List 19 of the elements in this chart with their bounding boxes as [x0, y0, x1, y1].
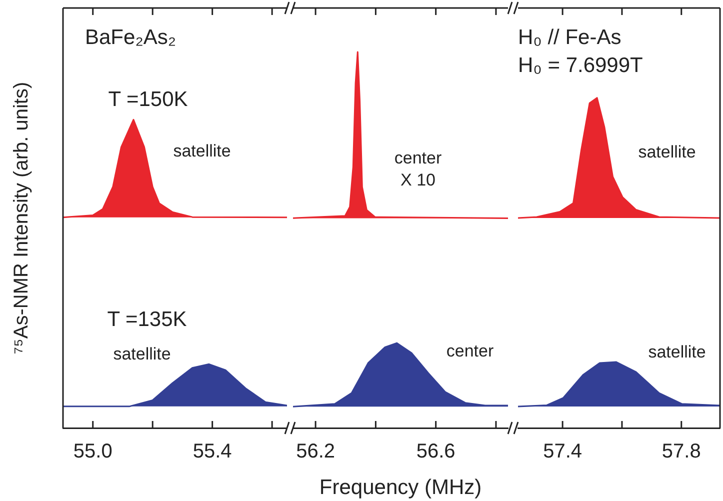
- x-tick-label: 55.4: [192, 440, 232, 463]
- text: H₀ = 7.6999T: [518, 54, 644, 77]
- x-axis-title: Frequency (MHz): [319, 476, 482, 500]
- x-tick-label: 55.0: [73, 440, 112, 463]
- text: T =150K: [108, 88, 188, 111]
- text: BaFe₂As₂: [85, 26, 176, 49]
- x-tick-label: 56.6: [416, 440, 456, 463]
- text: H₀ // Fe-As: [518, 26, 622, 49]
- x-tick-label: 57.8: [662, 440, 701, 463]
- x-tick-label: 57.4: [543, 440, 582, 463]
- annotation: satellite: [638, 142, 696, 162]
- annotation: satellite: [113, 344, 171, 364]
- annotation: center X 10: [394, 148, 442, 190]
- x-tick-label: 56.2: [296, 440, 336, 463]
- y-axis-title: ⁷⁵As-NMR Intensity (arb. units): [10, 82, 33, 354]
- annotation: center: [446, 342, 494, 361]
- annotation: satellite: [648, 342, 706, 362]
- annotation: satellite: [173, 142, 231, 161]
- annotation: T =135K: [107, 308, 187, 331]
